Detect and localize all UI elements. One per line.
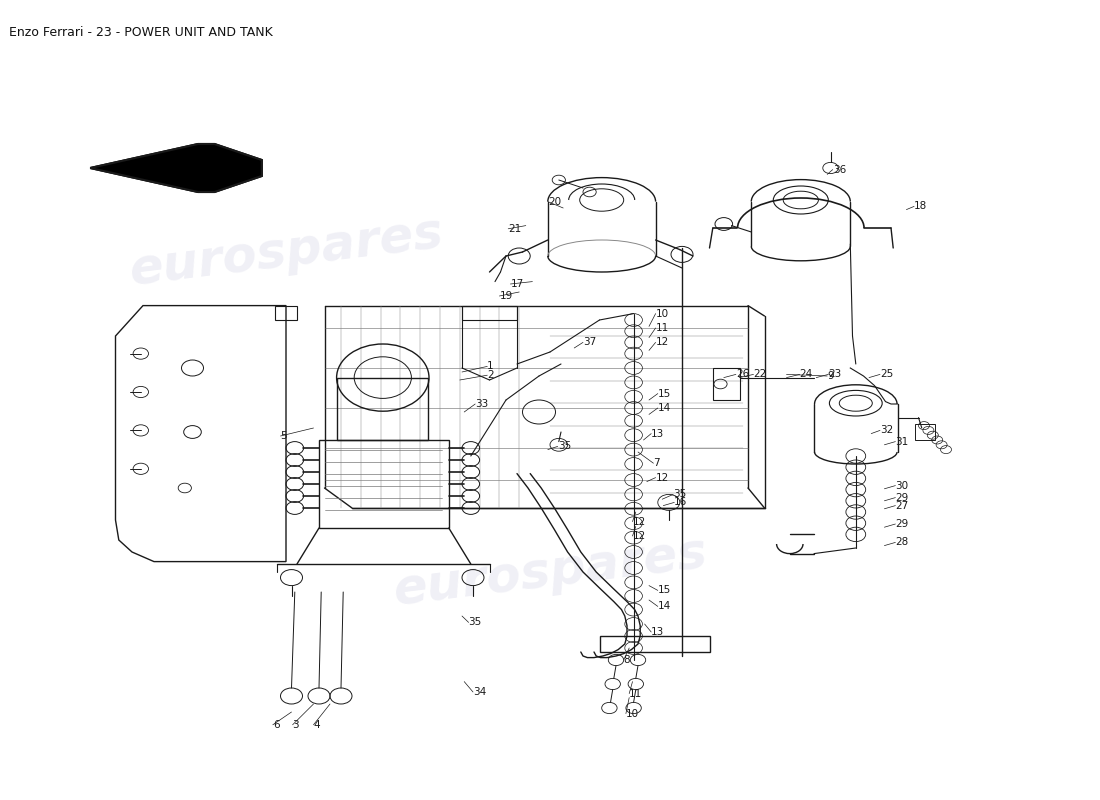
Text: 26: 26 (736, 370, 749, 379)
Text: 29: 29 (895, 519, 909, 529)
Text: eurospares: eurospares (126, 209, 446, 295)
Text: 36: 36 (833, 165, 846, 174)
Text: 5: 5 (280, 431, 287, 441)
Text: 9: 9 (827, 371, 834, 381)
Text: eurospares: eurospares (390, 529, 710, 615)
Text: 32: 32 (880, 426, 893, 435)
Text: 18: 18 (914, 202, 927, 211)
Text: 20: 20 (548, 197, 561, 206)
Text: 29: 29 (895, 493, 909, 502)
Text: 12: 12 (632, 517, 646, 526)
Text: 13: 13 (651, 627, 664, 637)
Text: 21: 21 (508, 224, 521, 234)
Text: 31: 31 (895, 437, 909, 446)
Text: 15: 15 (658, 586, 671, 595)
Text: 3: 3 (293, 720, 299, 730)
Text: 33: 33 (475, 399, 488, 409)
Bar (713, 368, 740, 400)
Bar (915, 424, 935, 440)
Text: 30: 30 (895, 481, 909, 490)
Text: 14: 14 (658, 403, 671, 413)
Text: 23: 23 (828, 370, 842, 379)
Text: 28: 28 (895, 538, 909, 547)
Text: 25: 25 (880, 370, 893, 379)
Text: 6: 6 (273, 720, 279, 730)
Text: 1: 1 (487, 362, 494, 371)
Text: 7: 7 (653, 458, 660, 468)
Text: 15: 15 (658, 389, 671, 398)
Text: 4: 4 (314, 720, 320, 730)
Text: 12: 12 (632, 531, 646, 541)
Text: 8: 8 (624, 655, 630, 665)
Text: 12: 12 (656, 473, 669, 482)
Text: 10: 10 (626, 709, 639, 718)
Text: 24: 24 (800, 370, 813, 379)
Text: 35: 35 (558, 442, 571, 451)
Text: 19: 19 (499, 291, 513, 301)
Bar (600, 636, 710, 652)
Text: 11: 11 (629, 689, 642, 698)
Text: 22: 22 (754, 370, 767, 379)
Bar (337, 378, 428, 440)
Text: 13: 13 (651, 429, 664, 438)
Text: 16: 16 (674, 498, 688, 507)
Text: 11: 11 (656, 323, 669, 333)
Text: 37: 37 (583, 338, 596, 347)
Text: 34: 34 (473, 687, 486, 697)
Text: 27: 27 (895, 501, 909, 510)
Text: Enzo Ferrari - 23 - POWER UNIT AND TANK: Enzo Ferrari - 23 - POWER UNIT AND TANK (9, 26, 273, 38)
Text: 12: 12 (656, 338, 669, 347)
Text: 14: 14 (658, 602, 671, 611)
Text: 10: 10 (656, 309, 669, 318)
Text: 35: 35 (673, 490, 686, 499)
Polygon shape (90, 144, 262, 192)
Text: 35: 35 (469, 618, 482, 627)
Text: 17: 17 (510, 279, 524, 289)
Text: 2: 2 (487, 370, 494, 380)
